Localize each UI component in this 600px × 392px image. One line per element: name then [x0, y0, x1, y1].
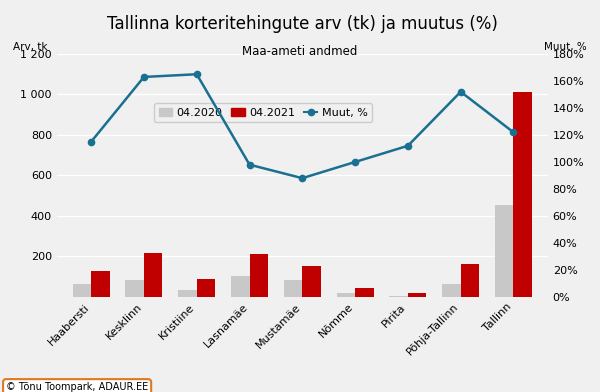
- Bar: [125, 280, 144, 297]
- Text: Muut, %: Muut, %: [544, 42, 587, 52]
- Bar: [284, 280, 302, 297]
- Title: Tallinna korteritehingute arv (tk) ja muutus (%): Tallinna korteritehingute arv (tk) ja mu…: [107, 15, 498, 33]
- Bar: [178, 290, 197, 297]
- Text: © Tõnu Toompark, ADAUR.EE: © Tõnu Toompark, ADAUR.EE: [6, 382, 148, 392]
- Bar: [389, 296, 408, 297]
- Bar: [91, 270, 110, 297]
- Bar: [442, 284, 461, 297]
- Bar: [514, 93, 532, 297]
- Legend: 04.2020, 04.2021, Muut, %: 04.2020, 04.2021, Muut, %: [154, 103, 372, 122]
- Bar: [144, 253, 163, 297]
- Bar: [408, 293, 427, 297]
- Bar: [231, 276, 250, 297]
- Bar: [355, 289, 374, 297]
- Bar: [302, 265, 321, 297]
- Text: Arv, tk: Arv, tk: [13, 42, 47, 52]
- Bar: [495, 205, 514, 297]
- Bar: [73, 284, 91, 297]
- Bar: [250, 254, 268, 297]
- Bar: [337, 293, 355, 297]
- Text: Maa-ameti andmed: Maa-ameti andmed: [242, 45, 358, 58]
- Bar: [461, 264, 479, 297]
- Bar: [197, 279, 215, 297]
